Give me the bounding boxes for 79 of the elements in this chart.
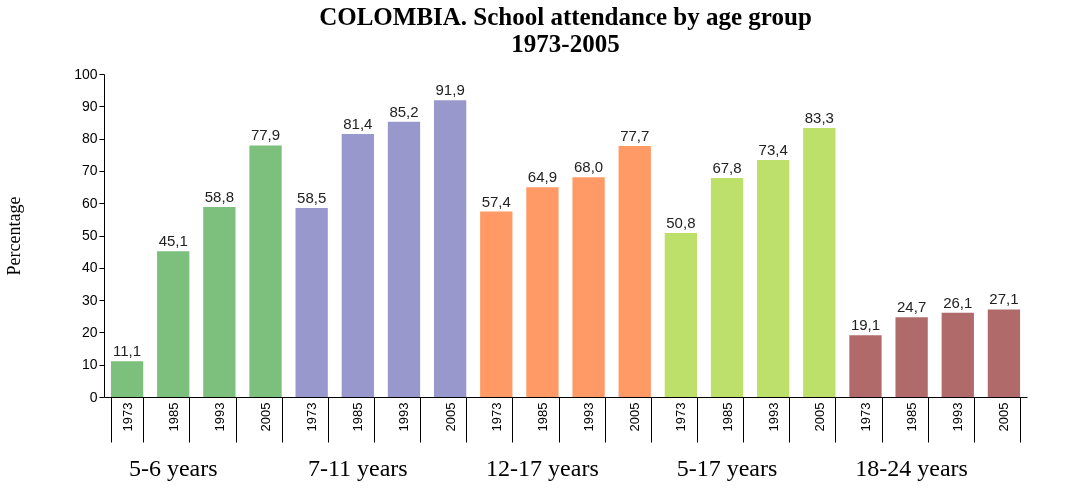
data-label: 19,1 <box>850 316 881 334</box>
x-tick-label: 1973 <box>673 402 689 432</box>
data-label: 85,2 <box>389 102 419 120</box>
x-tick-label: 1985 <box>719 402 735 432</box>
bar <box>203 207 236 397</box>
data-label: 81,4 <box>343 115 373 133</box>
text: 12-17 years <box>486 455 599 481</box>
y-tick-label: 100 <box>74 65 98 82</box>
y-tick-label: 70 <box>81 162 98 179</box>
bar <box>433 100 467 397</box>
text: 7-11 years <box>307 455 408 481</box>
bar <box>249 145 282 397</box>
x-tick-label: 1973 <box>857 402 873 432</box>
data-label: 45,1 <box>158 232 188 250</box>
text: 5-17 years <box>676 455 778 481</box>
y-tick-label: 10 <box>81 356 98 373</box>
data-label: 83,3 <box>804 108 834 126</box>
x-tick-label: 1993 <box>211 402 227 432</box>
y-tick-label: 80 <box>81 130 98 147</box>
chart-subtitle: 1973-2005 <box>511 30 620 57</box>
x-tick-label: 1993 <box>950 402 966 432</box>
data-label: 27,1 <box>989 290 1019 308</box>
bar <box>757 159 790 397</box>
data-label: 57,4 <box>481 192 511 210</box>
x-tick-label: 1985 <box>350 402 366 432</box>
x-tick-label: 2005 <box>996 402 1012 432</box>
data-label: 68,0 <box>573 158 604 176</box>
bar <box>480 211 513 397</box>
x-tick-label: 2005 <box>811 402 827 432</box>
bar <box>849 335 882 397</box>
x-tick-label: 1973 <box>304 402 320 432</box>
bar <box>664 232 698 397</box>
data-label: 77,7 <box>620 127 650 145</box>
bar <box>987 309 1021 397</box>
x-tick-label: 1985 <box>534 402 550 432</box>
data-label: 24,7 <box>897 298 927 316</box>
bar <box>341 134 374 397</box>
y-axis-title: Percentage <box>4 196 25 276</box>
text: 5-6 years <box>128 455 218 481</box>
bar <box>710 178 744 397</box>
x-tick-label: 1993 <box>396 402 412 432</box>
x-tick-label: 1993 <box>581 402 597 432</box>
bar <box>526 187 559 397</box>
data-label: 26,1 <box>943 293 973 311</box>
data-label: 50,8 <box>666 213 696 231</box>
y-tick-label: 30 <box>81 291 98 308</box>
chart-title: COLOMBIA. School attendance by age group <box>319 3 812 30</box>
text: 18-24 years <box>855 455 968 481</box>
bar <box>295 208 328 397</box>
bar <box>618 146 651 397</box>
data-label: 67,8 <box>712 159 742 177</box>
x-tick-label: 2005 <box>442 402 458 432</box>
bar <box>895 317 928 397</box>
x-tick-label: 1973 <box>119 402 135 432</box>
y-tick-label: 60 <box>81 194 98 211</box>
x-tick-label: 1985 <box>165 402 181 432</box>
x-tick-label: 1993 <box>765 402 781 432</box>
x-tick-label: 1973 <box>488 402 504 432</box>
data-label: 11,1 <box>113 342 142 360</box>
data-label: 58,8 <box>204 188 234 206</box>
bar <box>157 251 190 397</box>
bar <box>387 121 421 397</box>
data-label: 77,9 <box>250 126 281 144</box>
x-tick-label: 1985 <box>904 402 920 432</box>
y-tick-label: 90 <box>81 97 98 114</box>
y-tick-label: 0 <box>89 388 98 405</box>
bar <box>803 127 836 397</box>
data-label: 64,9 <box>527 168 558 186</box>
data-label: 91,9 <box>435 81 465 99</box>
data-label: 58,5 <box>297 189 327 207</box>
bar <box>110 361 144 397</box>
y-tick-label: 20 <box>81 323 98 340</box>
x-tick-label: 2005 <box>627 402 643 432</box>
data-label: 73,4 <box>758 140 788 158</box>
y-tick-label: 40 <box>81 259 98 276</box>
bar <box>572 177 605 397</box>
bar <box>941 312 974 397</box>
x-tick-label: 2005 <box>258 402 274 432</box>
y-tick-label: 50 <box>81 227 98 243</box>
